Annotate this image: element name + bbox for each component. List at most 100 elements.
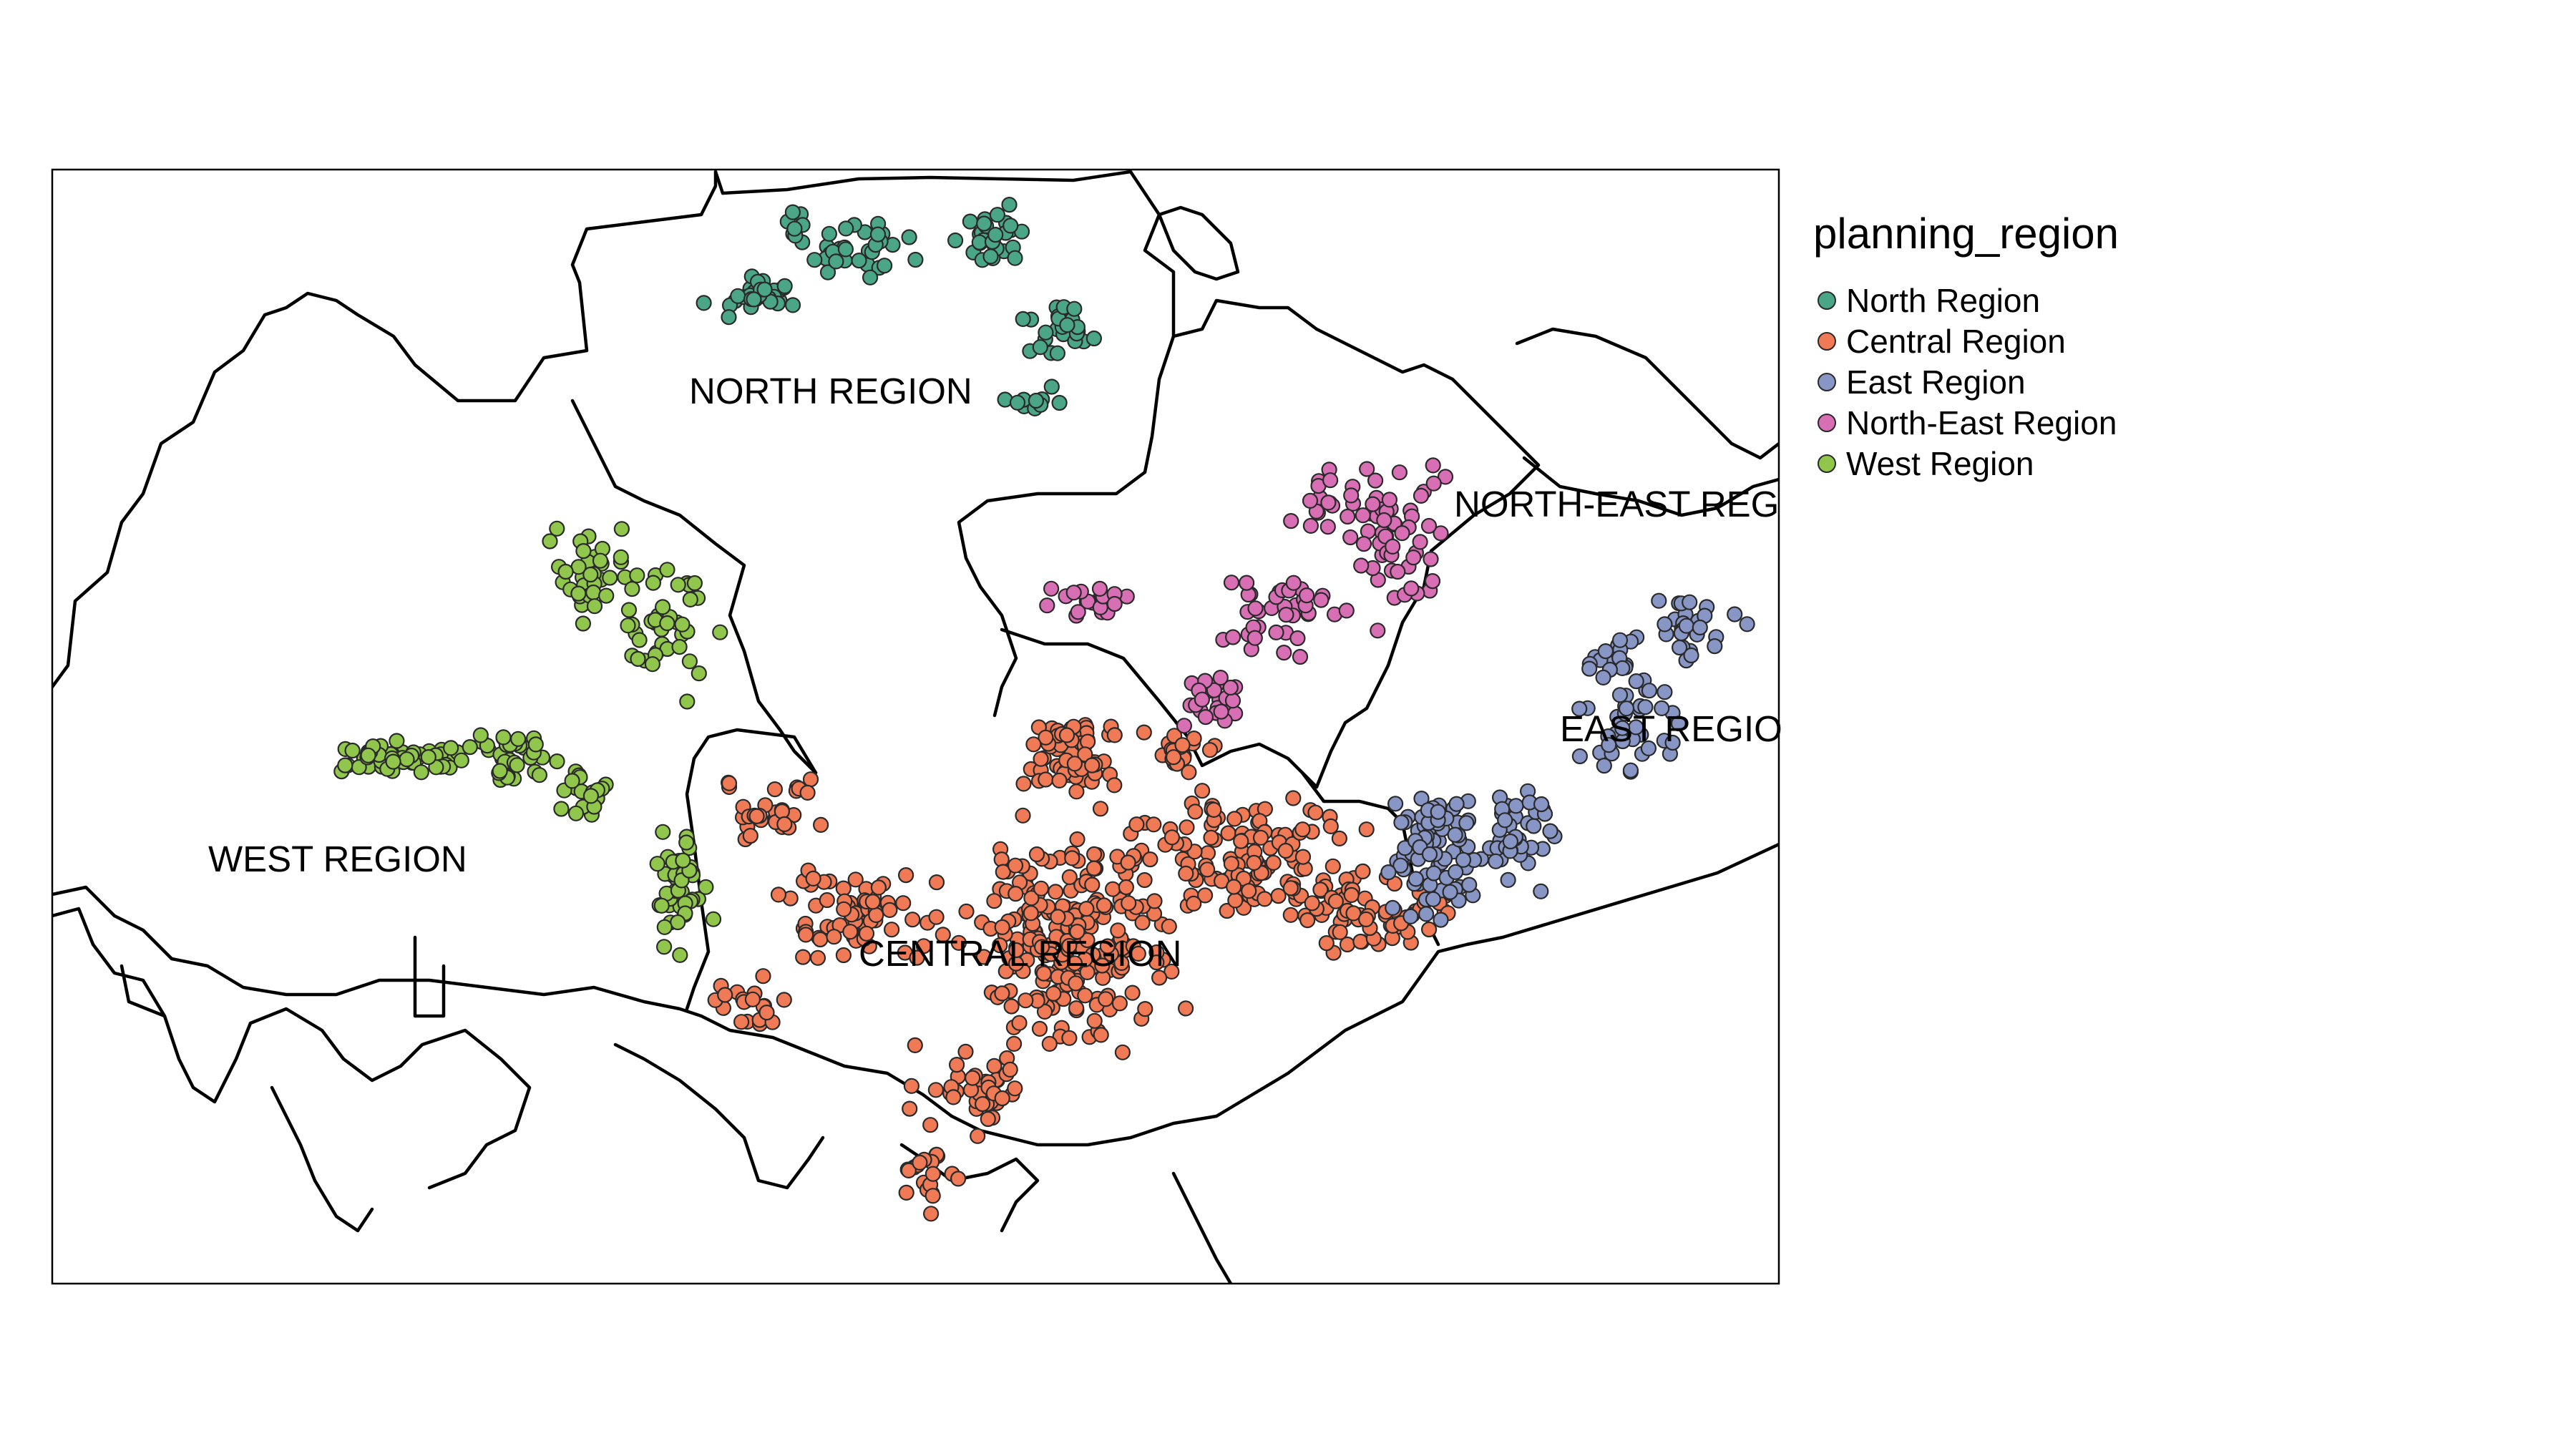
- legend-swatch-north: [1818, 290, 1836, 310]
- point-west: [659, 562, 675, 578]
- point-north: [1028, 392, 1045, 409]
- island-south-2: [270, 1085, 374, 1233]
- point-north-east: [1106, 595, 1123, 612]
- point-central: [1148, 954, 1165, 971]
- label-north-east-region: NORTH-EAST REG: [1454, 484, 1779, 524]
- point-central: [1322, 818, 1339, 835]
- point-north: [851, 253, 867, 269]
- point-west: [675, 852, 691, 869]
- point-west: [659, 615, 675, 632]
- point-north: [869, 226, 887, 243]
- point-central: [717, 987, 733, 1003]
- point-central: [1085, 846, 1103, 863]
- point-central: [1187, 804, 1204, 820]
- point-west: [575, 615, 592, 632]
- point-north-east: [1298, 587, 1315, 604]
- point-north-east: [1194, 691, 1211, 708]
- point-central: [1098, 991, 1114, 1007]
- point-east: [1622, 762, 1639, 778]
- point-north: [947, 232, 964, 249]
- point-north: [862, 269, 879, 285]
- point-east: [1581, 660, 1598, 677]
- point-central: [1196, 887, 1214, 904]
- point-north-east: [1338, 602, 1355, 619]
- point-central: [1025, 736, 1042, 753]
- point-north-east: [1405, 549, 1422, 566]
- boundary-north-east: [1171, 298, 1541, 789]
- legend-swatch-north-east: [1818, 413, 1836, 432]
- point-central: [1096, 897, 1113, 914]
- legend-item-west: West Region: [1813, 443, 2119, 484]
- point-central: [1061, 937, 1078, 954]
- point-central: [1134, 914, 1151, 931]
- point-central: [864, 894, 881, 910]
- point-north-east: [1246, 630, 1263, 646]
- point-east: [1614, 720, 1631, 736]
- boundary-west-north: [570, 399, 818, 775]
- point-central: [1265, 854, 1282, 871]
- point-central: [1220, 825, 1236, 841]
- point-north: [987, 227, 1004, 243]
- point-north-east: [1433, 525, 1449, 542]
- point-north-east: [1278, 606, 1294, 623]
- point-west: [691, 665, 707, 682]
- point-central: [1048, 884, 1064, 900]
- point-central: [842, 924, 859, 940]
- point-north-east: [1403, 580, 1420, 597]
- point-central: [795, 949, 811, 965]
- point-east: [1683, 647, 1699, 664]
- label-east-region: EAST REGIO: [1560, 708, 1782, 749]
- point-north: [821, 225, 838, 242]
- point-east: [1571, 700, 1588, 717]
- point-east: [1402, 908, 1419, 925]
- point-central: [1136, 724, 1152, 741]
- point-east: [1526, 818, 1542, 834]
- label-north-region: NORTH REGION: [689, 371, 972, 411]
- point-central: [1120, 854, 1136, 871]
- point-east: [1461, 876, 1478, 893]
- point-north: [1085, 330, 1103, 347]
- point-central: [950, 934, 967, 951]
- point-central: [1028, 846, 1045, 863]
- point-central: [1086, 1012, 1103, 1029]
- point-central: [1206, 801, 1222, 819]
- pier-west: [413, 935, 446, 1018]
- point-north-east: [1223, 575, 1240, 591]
- point-central: [1051, 772, 1068, 789]
- point-central: [1146, 816, 1162, 833]
- point-east: [1611, 632, 1629, 648]
- coastline-north: [713, 170, 1176, 474]
- point-west: [531, 767, 548, 783]
- point-central: [1023, 905, 1039, 922]
- legend-item-central: Central Region: [1813, 321, 2119, 361]
- point-west: [620, 617, 636, 634]
- point-central: [948, 1056, 965, 1073]
- point-central: [1130, 945, 1146, 962]
- point-central: [1066, 756, 1083, 772]
- label-central-region: CENTRAL REGION: [859, 933, 1182, 974]
- point-north-east: [1355, 535, 1372, 552]
- point-east: [1739, 616, 1755, 633]
- point-central: [1252, 829, 1269, 846]
- point-central: [1068, 975, 1084, 992]
- point-north-east: [1070, 604, 1086, 620]
- point-east: [1385, 899, 1401, 917]
- boundary-north-central: [957, 470, 1147, 718]
- point-central: [1312, 881, 1329, 898]
- point-east: [1413, 790, 1430, 807]
- point-central: [974, 1095, 991, 1113]
- point-north-east: [1247, 600, 1264, 617]
- point-east: [1418, 906, 1435, 922]
- point-central: [1177, 1000, 1194, 1017]
- point-north-east: [1391, 464, 1408, 481]
- point-central: [958, 903, 975, 920]
- island-north-east: [1515, 327, 1779, 460]
- point-east: [1641, 683, 1657, 699]
- point-north: [1009, 394, 1026, 411]
- point-central: [774, 803, 791, 820]
- point-east: [1657, 616, 1673, 633]
- point-east: [1447, 826, 1463, 843]
- point-north: [1002, 218, 1019, 234]
- point-central: [927, 1082, 945, 1098]
- point-west: [679, 693, 696, 710]
